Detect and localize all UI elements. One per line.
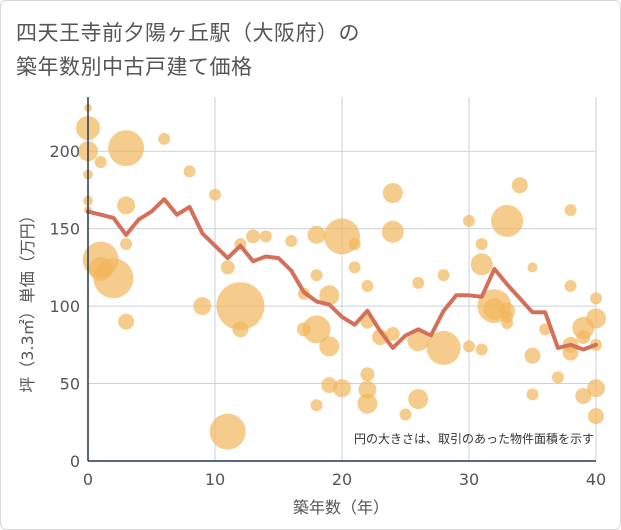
x-tick-label: 20	[332, 470, 352, 489]
chart-title-line2: 築年数別中古戸建て価格	[16, 55, 253, 79]
y-tick-label: 100	[49, 297, 80, 316]
data-bubble	[399, 408, 412, 421]
data-bubble	[590, 292, 602, 305]
y-tick-label: 150	[49, 220, 80, 239]
data-bubble	[470, 253, 493, 276]
y-tick-label: 50	[60, 375, 80, 394]
data-bubble	[158, 132, 171, 145]
data-bubble	[564, 279, 577, 292]
data-bubble	[94, 156, 107, 169]
x-tick-label: 30	[459, 470, 479, 489]
data-bubble	[285, 235, 298, 248]
data-bubble	[220, 260, 235, 275]
data-bubble	[381, 220, 404, 243]
data-bubble	[319, 285, 340, 306]
y-axis-label: 坪（3.3㎡）単価（万円）	[18, 207, 37, 392]
average-price-line	[86, 197, 598, 352]
data-bubble	[348, 238, 361, 251]
data-bubble	[209, 188, 221, 201]
data-bubble	[246, 229, 261, 244]
data-bubble	[183, 165, 196, 178]
data-bubble	[360, 367, 375, 382]
data-bubble	[463, 214, 475, 227]
data-bubble	[551, 371, 564, 384]
data-bubble	[385, 326, 400, 341]
data-bubble	[588, 408, 604, 425]
data-bubble	[412, 276, 425, 289]
data-bubble	[463, 340, 475, 353]
data-bubble	[310, 399, 323, 412]
data-bubble	[475, 238, 488, 251]
data-bubble	[232, 321, 249, 338]
data-bubble	[361, 279, 374, 292]
data-bubble	[117, 196, 136, 215]
data-bubble	[259, 230, 272, 243]
data-bubble	[302, 315, 331, 344]
data-bubble	[483, 298, 506, 321]
axes: 0 50 100 150 200 0 10 20 30 40	[49, 97, 606, 489]
data-bubble	[501, 317, 514, 330]
data-bubble	[120, 238, 133, 251]
grid-lines	[88, 97, 597, 461]
data-bubble	[193, 297, 212, 316]
data-bubble	[216, 282, 265, 331]
trend-line-layer	[86, 197, 598, 352]
data-bubble	[491, 204, 524, 237]
data-bubble	[209, 413, 246, 450]
x-tick-label: 0	[83, 470, 93, 489]
data-bubble	[475, 343, 488, 356]
data-bubble	[575, 387, 592, 404]
data-bubble	[407, 329, 430, 352]
data-bubble	[348, 261, 361, 274]
data-bubble	[426, 330, 461, 365]
data-bubble	[586, 308, 606, 329]
data-bubble	[93, 258, 134, 299]
data-bubble	[319, 336, 340, 357]
data-bubble	[562, 344, 579, 361]
data-bubble	[408, 389, 429, 410]
x-tick-label: 40	[586, 470, 606, 489]
x-axis-label: 築年数（年）	[293, 498, 389, 517]
data-bubble	[310, 269, 323, 282]
data-bubble	[333, 379, 351, 398]
y-tick-label: 200	[49, 142, 80, 161]
data-bubble	[108, 130, 145, 167]
chart-title-line1: 四天王寺前夕陽ヶ丘駅（大阪府）の	[16, 21, 360, 45]
size-note: 円の大きさは、取引のあった物件面積を示す	[354, 431, 594, 446]
data-bubble	[307, 225, 326, 244]
data-bubble	[576, 330, 591, 345]
data-bubble	[118, 313, 135, 330]
y-tick-label: 0	[70, 452, 80, 471]
chart-title: 四天王寺前夕陽ヶ丘駅（大阪府）の 築年数別中古戸建て価格	[16, 16, 360, 84]
x-tick-label: 10	[205, 470, 225, 489]
data-bubble	[382, 183, 403, 204]
data-bubble	[358, 380, 377, 399]
data-bubble	[437, 269, 450, 282]
data-bubble	[587, 379, 605, 398]
data-bubble	[357, 393, 378, 414]
data-bubble	[564, 204, 577, 217]
bubbles	[76, 103, 606, 450]
data-bubble	[524, 347, 541, 364]
data-bubble	[526, 388, 539, 401]
data-bubble	[511, 177, 528, 194]
data-bubble	[527, 262, 538, 273]
